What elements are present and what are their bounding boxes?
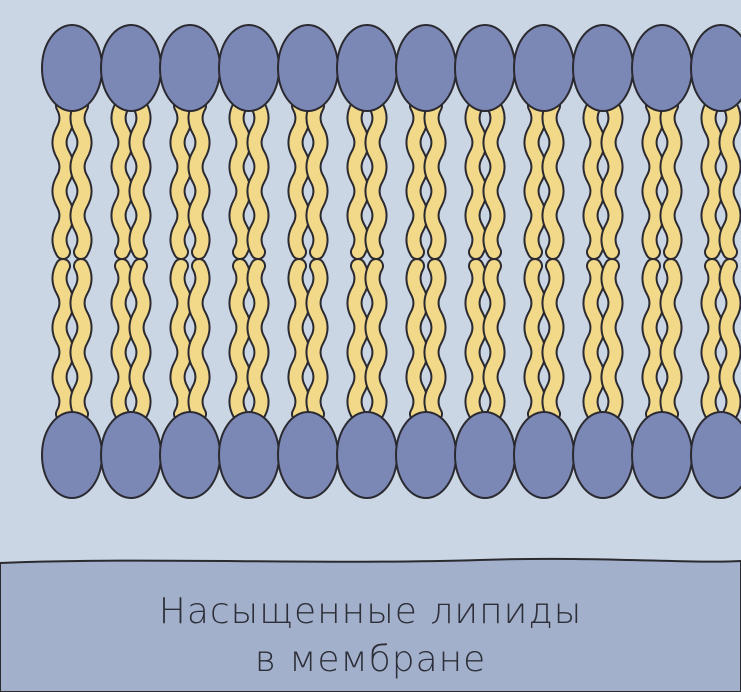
lipid-tail-outer-4-0 <box>289 100 309 258</box>
lipid-head-inner-1 <box>100 411 162 499</box>
lipid-tail-inner-11-1 <box>720 260 740 420</box>
lipid-tail-inner-8-0 <box>525 260 545 420</box>
lipid-tail-outer-5-0 <box>348 100 368 258</box>
lipid-head-inner-3 <box>218 411 280 499</box>
lipid-tail-inner-10-0 <box>643 260 663 420</box>
lipid-tail-outer-11-0 <box>702 100 722 258</box>
lipid-tail-outer-6-0 <box>407 100 427 258</box>
lipid-tail-outer-0-1 <box>71 100 91 258</box>
lipid-tail-inner-4-0 <box>289 260 309 420</box>
lipid-tail-inner-11-0 <box>702 260 722 420</box>
lipid-head-outer-0 <box>41 24 103 112</box>
lipid-tail-inner-4-1 <box>307 260 327 420</box>
lipid-head-inner-2 <box>159 411 221 499</box>
lipid-tail-outer-4-1 <box>307 100 327 258</box>
lipid-tail-inner-7-0 <box>466 260 486 420</box>
lipid-tail-outer-1-0 <box>112 100 132 258</box>
lipid-tail-outer-3-0 <box>230 100 250 258</box>
lipid-tail-outer-2-0 <box>171 100 191 258</box>
caption-line-2: в мембране <box>254 639 487 680</box>
lipid-tail-outer-0-0 <box>53 100 73 258</box>
caption-panel-shape <box>0 557 741 692</box>
lipid-tail-inner-7-1 <box>484 260 504 420</box>
lipid-tail-outer-1-1 <box>130 100 150 258</box>
lipid-head-inner-10 <box>631 411 693 499</box>
lipid-head-inner-6 <box>395 411 457 499</box>
lipid-head-inner-8 <box>513 411 575 499</box>
lipid-tail-inner-2-1 <box>189 260 209 420</box>
lipid-head-outer-11 <box>690 24 741 112</box>
lipid-head-inner-4 <box>277 411 339 499</box>
lipid-tail-outer-10-0 <box>643 100 663 258</box>
lipid-tail-outer-6-1 <box>425 100 445 258</box>
lipid-tail-inner-5-0 <box>348 260 368 420</box>
lipid-tail-inner-2-0 <box>171 260 191 420</box>
lipid-tail-inner-5-1 <box>366 260 386 420</box>
lipid-tail-outer-7-0 <box>466 100 486 258</box>
lipid-head-outer-7 <box>454 24 516 112</box>
lipid-head-outer-5 <box>336 24 398 112</box>
lipid-tail-inner-1-0 <box>112 260 132 420</box>
lipid-tail-outer-3-1 <box>248 100 268 258</box>
lipid-tail-outer-11-1 <box>720 100 740 258</box>
lipid-head-inner-9 <box>572 411 634 499</box>
lipid-head-outer-10 <box>631 24 693 112</box>
lipid-heads-layer <box>41 24 741 499</box>
lipid-bilayer-diagram <box>41 24 741 499</box>
lipid-head-outer-3 <box>218 24 280 112</box>
lipid-tail-inner-9-1 <box>602 260 622 420</box>
lipid-tail-outer-8-1 <box>543 100 563 258</box>
lipid-tail-inner-8-1 <box>543 260 563 420</box>
lipid-tail-inner-6-1 <box>425 260 445 420</box>
lipid-tail-outer-10-1 <box>661 100 681 258</box>
lipid-head-inner-0 <box>41 411 103 499</box>
lipid-tail-inner-3-0 <box>230 260 250 420</box>
lipid-head-outer-9 <box>572 24 634 112</box>
lipid-tail-inner-6-0 <box>407 260 427 420</box>
lipid-tail-outer-5-1 <box>366 100 386 258</box>
lipid-tail-outer-8-0 <box>525 100 545 258</box>
lipid-head-inner-7 <box>454 411 516 499</box>
lipid-tail-outer-7-1 <box>484 100 504 258</box>
lipid-head-outer-1 <box>100 24 162 112</box>
lipid-head-inner-11 <box>690 411 741 499</box>
lipid-head-inner-5 <box>336 411 398 499</box>
lipid-tail-outer-2-1 <box>189 100 209 258</box>
lipid-tail-outer-9-1 <box>602 100 622 258</box>
lipid-head-outer-2 <box>159 24 221 112</box>
lipid-head-outer-6 <box>395 24 457 112</box>
lipid-tail-inner-0-0 <box>53 260 73 420</box>
lipid-tail-inner-3-1 <box>248 260 268 420</box>
caption: Насыщенные липиды в мембране <box>0 588 741 684</box>
lipid-tail-inner-0-1 <box>71 260 91 420</box>
lipid-tail-inner-1-1 <box>130 260 150 420</box>
lipid-tail-inner-9-0 <box>584 260 604 420</box>
caption-panel <box>0 557 741 692</box>
lipid-tail-outer-9-0 <box>584 100 604 258</box>
lipid-head-outer-4 <box>277 24 339 112</box>
lipid-tails-layer <box>51 98 741 422</box>
caption-line-1: Насыщенные липиды <box>158 591 583 632</box>
lipid-tail-inner-10-1 <box>661 260 681 420</box>
lipid-head-outer-8 <box>513 24 575 112</box>
